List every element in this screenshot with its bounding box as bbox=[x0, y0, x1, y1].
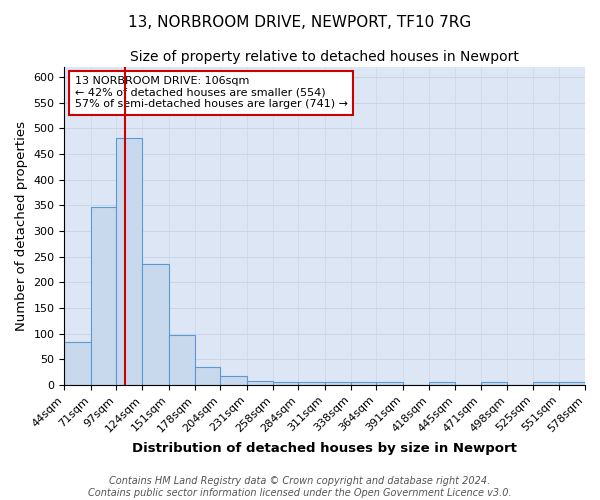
Bar bbox=[220, 376, 247, 385]
Bar bbox=[247, 381, 273, 385]
Bar bbox=[559, 382, 585, 385]
X-axis label: Distribution of detached houses by size in Newport: Distribution of detached houses by size … bbox=[132, 442, 517, 455]
Bar bbox=[298, 382, 325, 385]
Bar bbox=[481, 382, 507, 385]
Text: Contains HM Land Registry data © Crown copyright and database right 2024.
Contai: Contains HM Land Registry data © Crown c… bbox=[88, 476, 512, 498]
Bar bbox=[169, 334, 195, 385]
Bar bbox=[376, 382, 403, 385]
Bar bbox=[142, 264, 169, 385]
Bar bbox=[91, 207, 116, 385]
Title: Size of property relative to detached houses in Newport: Size of property relative to detached ho… bbox=[130, 50, 519, 64]
Bar bbox=[116, 138, 142, 385]
Bar bbox=[325, 382, 351, 385]
Bar bbox=[273, 382, 298, 385]
Bar bbox=[351, 382, 376, 385]
Bar bbox=[195, 367, 220, 385]
Bar bbox=[429, 382, 455, 385]
Text: 13, NORBROOM DRIVE, NEWPORT, TF10 7RG: 13, NORBROOM DRIVE, NEWPORT, TF10 7RG bbox=[128, 15, 472, 30]
Y-axis label: Number of detached properties: Number of detached properties bbox=[15, 121, 28, 331]
Text: 13 NORBROOM DRIVE: 106sqm
← 42% of detached houses are smaller (554)
57% of semi: 13 NORBROOM DRIVE: 106sqm ← 42% of detac… bbox=[75, 76, 348, 110]
Bar bbox=[64, 342, 91, 385]
Bar bbox=[533, 382, 559, 385]
